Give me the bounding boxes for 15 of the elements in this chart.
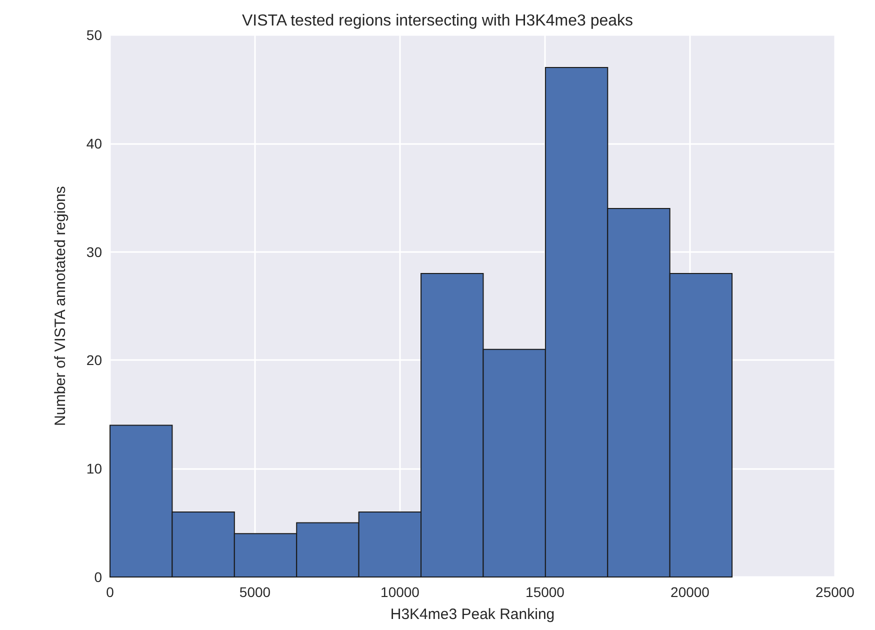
x-tick-label: 0: [106, 584, 114, 600]
x-tick-label: 25000: [816, 584, 855, 600]
y-tick-label: 30: [86, 244, 102, 260]
y-tick-label: 0: [94, 569, 102, 585]
x-tick-label: 20000: [670, 584, 710, 600]
y-tick-label: 10: [86, 460, 102, 477]
x-tick-label: 15000: [526, 584, 565, 600]
y-tick-label: 20: [86, 352, 102, 368]
x-tick-label: 5000: [239, 584, 271, 600]
chart-title: VISTA tested regions intersecting with H3K4me3 peaks: [242, 12, 634, 30]
x-axis-title: H3K4me3 Peak Ranking: [390, 606, 555, 623]
y-tick-label: 40: [86, 135, 102, 152]
y-axis-title: Number of VISTA annotated regions: [52, 186, 69, 426]
x-tick-label: 10000: [380, 584, 420, 600]
y-tick-label: 50: [86, 27, 102, 43]
